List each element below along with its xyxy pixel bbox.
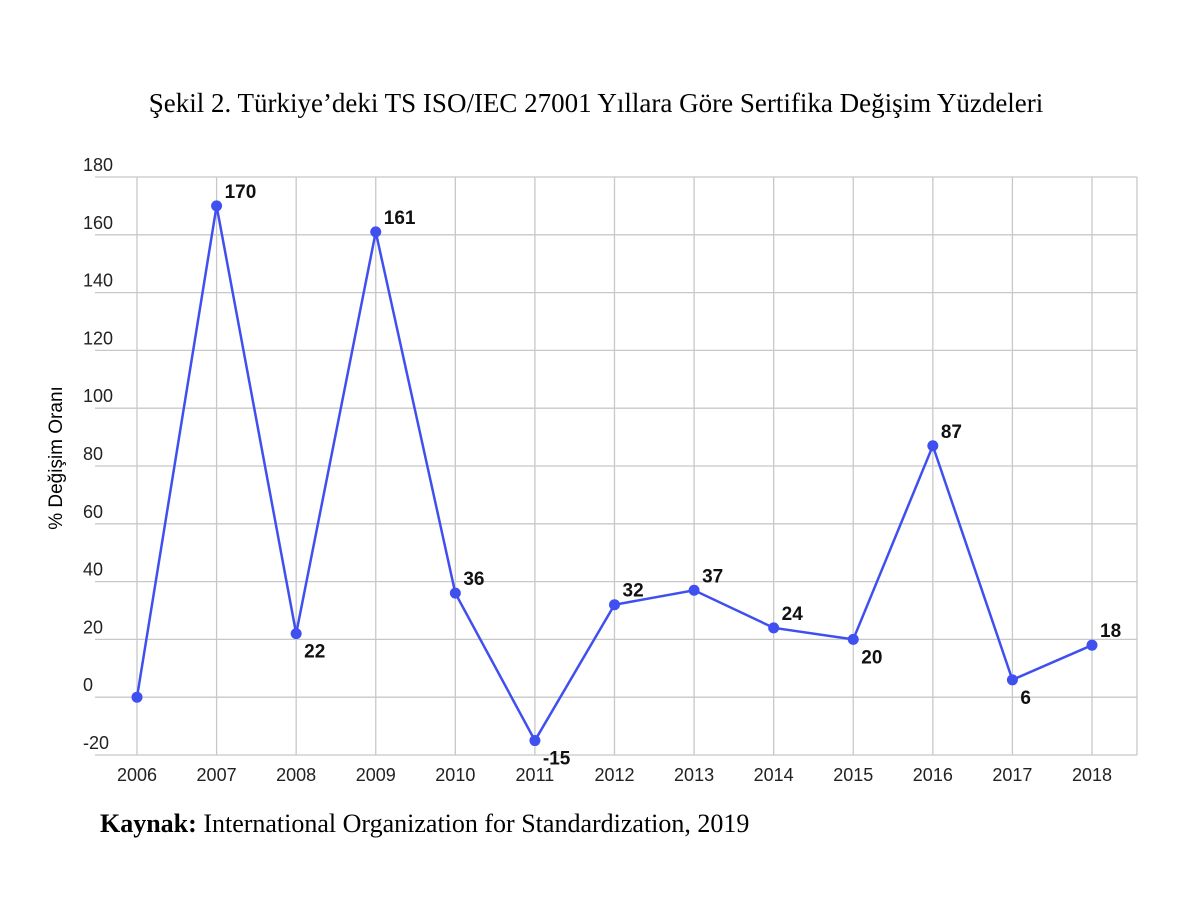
x-tick-label: 2006 — [117, 765, 157, 785]
y-tick-label: 60 — [83, 502, 103, 522]
data-point — [449, 587, 461, 599]
data-point — [609, 599, 620, 611]
data-point — [1086, 639, 1098, 651]
x-tick-label: 2009 — [356, 765, 396, 785]
data-point — [370, 226, 382, 238]
data-point — [688, 584, 700, 596]
data-label: 20 — [861, 647, 882, 668]
data-point — [927, 440, 939, 452]
data-point — [290, 628, 302, 640]
data-point — [768, 622, 780, 634]
data-label: 87 — [941, 422, 962, 443]
data-label: 22 — [304, 642, 325, 663]
data-point — [211, 200, 223, 212]
data-label: 161 — [384, 208, 416, 229]
y-tick-label: 80 — [83, 444, 103, 464]
data-label: 24 — [782, 604, 804, 625]
x-tick-label: 2014 — [754, 765, 794, 785]
x-tick-label: 2015 — [833, 765, 873, 785]
x-tick-label: 2012 — [594, 765, 634, 785]
y-axis-label: % Değişim Oranı — [46, 386, 67, 530]
y-tick-label: 40 — [83, 560, 103, 580]
x-tick-label: 2010 — [435, 765, 475, 785]
source-label: Kaynak: — [100, 809, 197, 838]
x-tick-label: 2016 — [913, 765, 953, 785]
y-tick-label: 120 — [83, 328, 113, 348]
y-tick-label: 160 — [83, 213, 113, 233]
x-tick-label: 2011 — [516, 765, 555, 785]
y-tick-label: 20 — [83, 617, 103, 637]
data-point — [529, 735, 541, 747]
source: Kaynak: International Organization for S… — [100, 809, 749, 838]
x-tick-label: 2018 — [1072, 765, 1112, 785]
data-label: 6 — [1020, 688, 1031, 709]
x-tick-label: 2013 — [674, 765, 714, 785]
data-label: 36 — [463, 569, 484, 590]
data-label: 170 — [225, 182, 257, 203]
data-point — [847, 633, 859, 645]
data-label: 37 — [702, 566, 723, 587]
data-point — [1006, 674, 1018, 686]
source-text: International Organization for Standardi… — [203, 809, 749, 838]
y-tick-label: 180 — [83, 155, 113, 175]
data-point — [131, 691, 143, 703]
data-label: -15 — [543, 749, 571, 770]
x-tick-label: 2007 — [197, 765, 237, 785]
data-label: 18 — [1100, 621, 1121, 642]
y-tick-label: 140 — [83, 271, 113, 291]
y-tick-label: 100 — [83, 386, 113, 406]
y-tick-label: -20 — [83, 733, 109, 753]
x-tick-label: 2017 — [992, 765, 1032, 785]
y-tick-label: 0 — [83, 675, 93, 695]
data-label: 32 — [623, 581, 644, 602]
chart-title: Şekil 2. Türkiye’deki TS ISO/IEC 27001 Y… — [149, 88, 1044, 118]
x-tick-label: 2008 — [276, 765, 316, 785]
